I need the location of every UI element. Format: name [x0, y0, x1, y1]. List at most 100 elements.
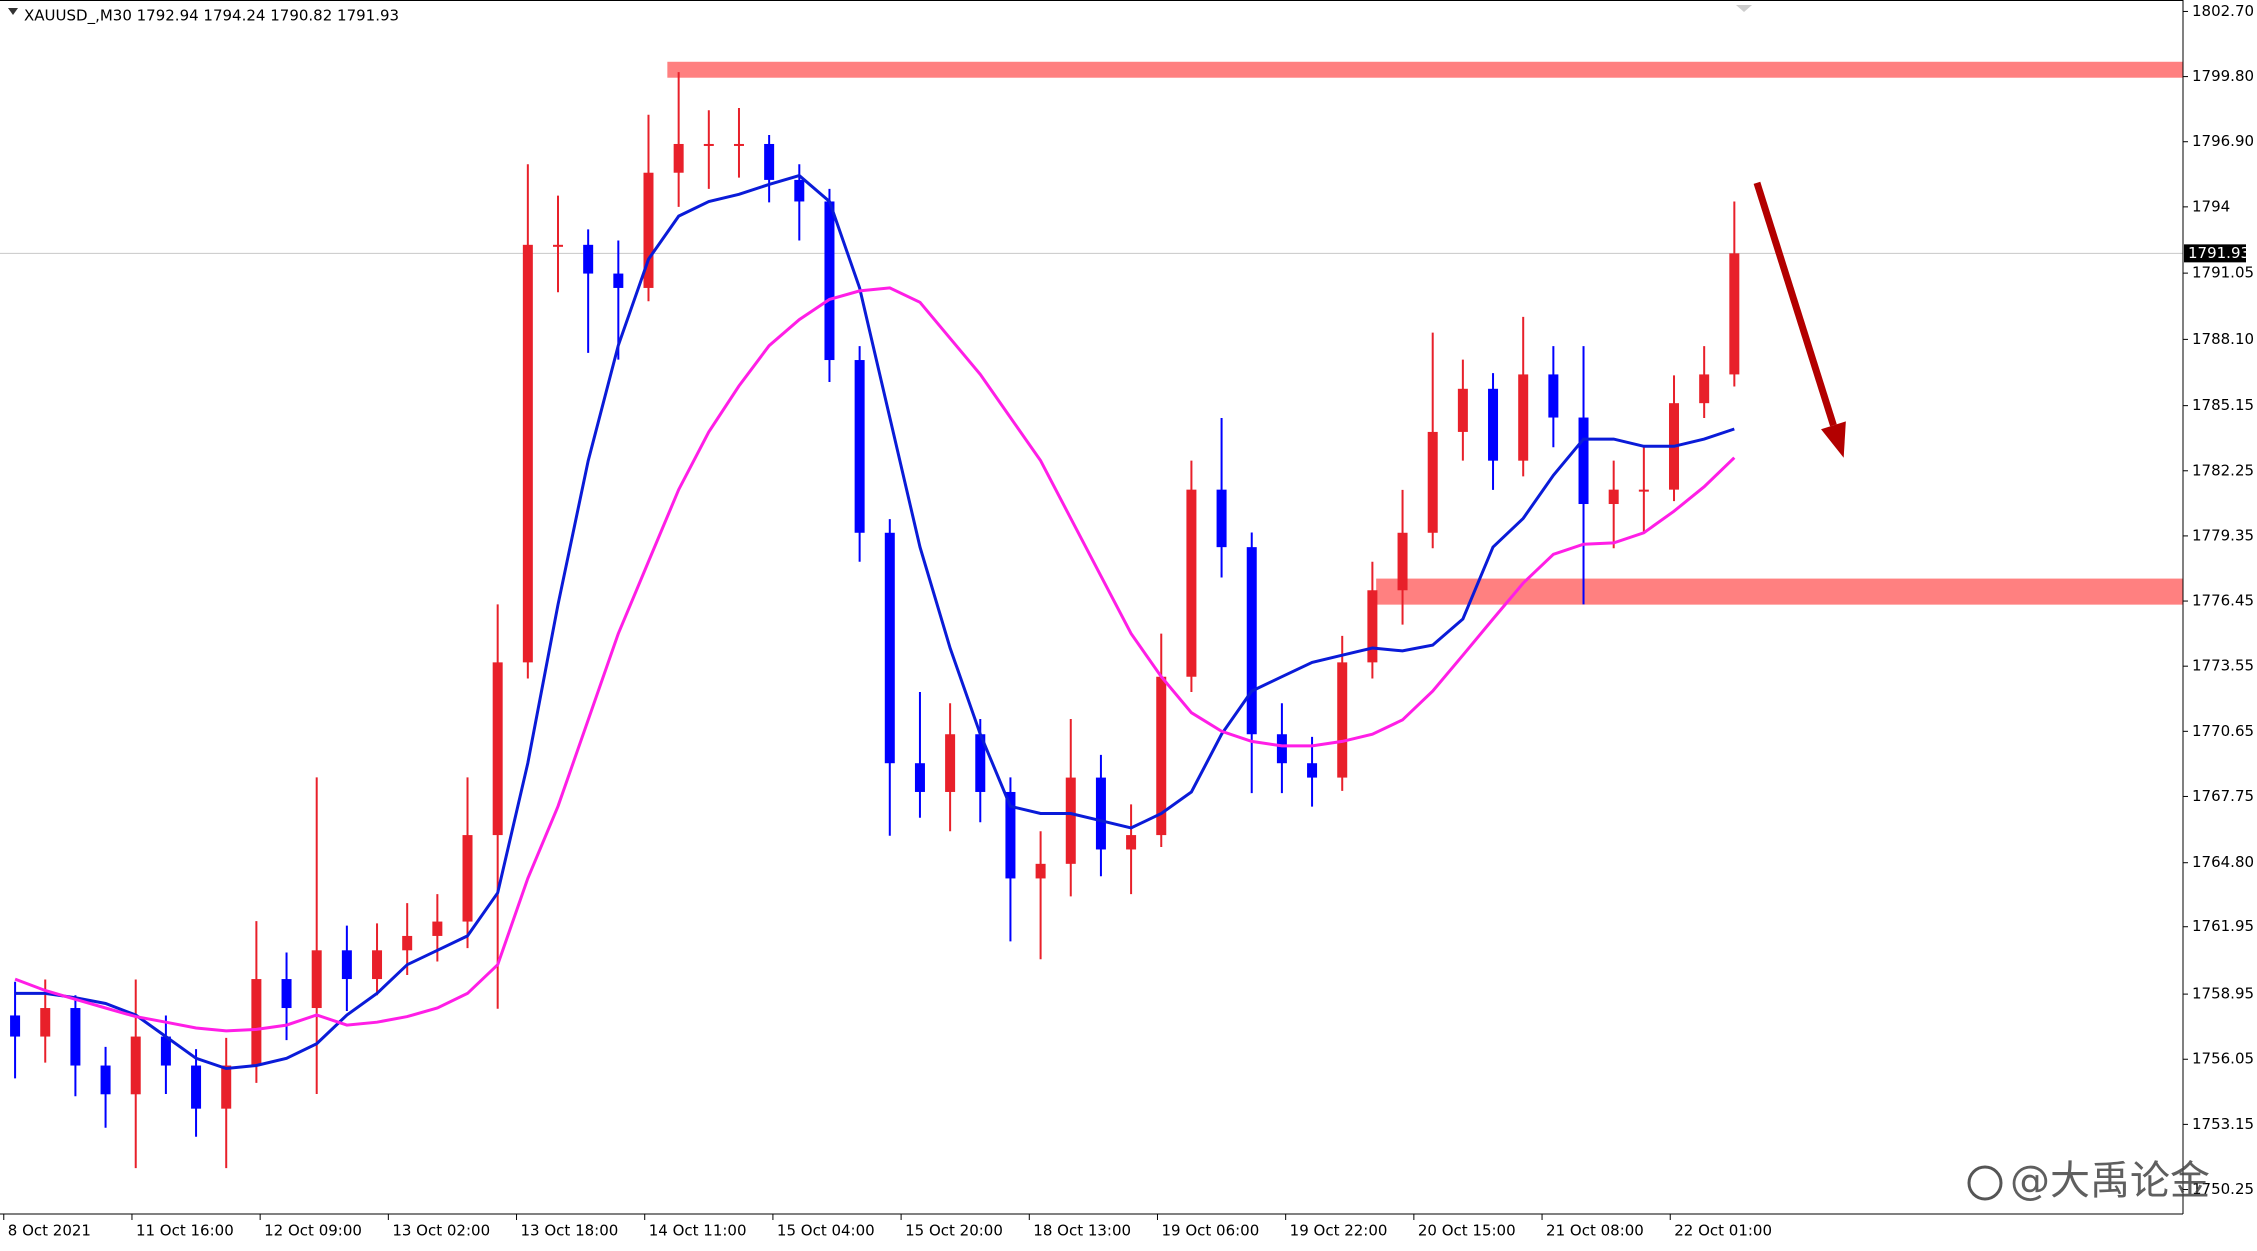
candle-body	[1548, 374, 1559, 418]
candle-body	[1699, 374, 1710, 404]
y-tick-label: 1764.80	[2192, 853, 2254, 871]
candle-body	[733, 143, 744, 146]
arrow-shaft	[1753, 181, 1837, 427]
y-tick-label: 1753.15	[2192, 1115, 2254, 1133]
x-tick-label: 22 Oct 01:00	[1674, 1222, 1772, 1240]
candle-body	[1005, 791, 1016, 879]
candle-body	[341, 950, 352, 980]
candle-body	[1216, 489, 1227, 548]
watermark-text: @大禹论金	[2010, 1158, 2210, 1204]
candle-body	[1397, 532, 1408, 591]
y-tick-label: 1770.65	[2192, 722, 2254, 740]
candle-body	[945, 734, 956, 792]
candle-body	[1638, 489, 1649, 492]
y-tick-label: 1750.25	[2192, 1180, 2254, 1198]
candle-body	[1307, 763, 1318, 778]
candle-body	[1035, 863, 1046, 879]
x-tick-label: 13 Oct 02:00	[392, 1222, 490, 1240]
x-tick-label: 13 Oct 18:00	[521, 1222, 619, 1240]
candle-body	[854, 360, 865, 533]
scroll-marker	[1736, 5, 1752, 12]
candle-body	[1608, 489, 1619, 505]
x-tick-label: 8 Oct 2021	[8, 1222, 91, 1240]
candle-body	[1337, 662, 1348, 778]
candle-body	[553, 244, 564, 247]
candle-body	[160, 1036, 171, 1066]
candle-body	[432, 921, 443, 936]
candle-body	[492, 662, 503, 836]
candle-body	[372, 950, 383, 980]
arrow-head	[1821, 421, 1846, 458]
current-price-box	[2184, 244, 2246, 263]
candle-body	[221, 1065, 232, 1109]
candle-body	[764, 143, 775, 180]
candle-body	[1126, 835, 1137, 850]
x-tick-label: 19 Oct 22:00	[1290, 1222, 1388, 1240]
x-tick-label: 20 Oct 15:00	[1418, 1222, 1516, 1240]
candle-body	[1488, 388, 1499, 461]
candle-body	[1578, 417, 1589, 505]
candle-body	[1457, 388, 1468, 432]
x-tick-label: 18 Oct 13:00	[1033, 1222, 1131, 1240]
candle-body	[673, 143, 684, 173]
x-tick-label: 11 Oct 16:00	[136, 1222, 234, 1240]
candle-body	[583, 244, 594, 274]
candle-body	[40, 1008, 51, 1037]
resistance-zone	[1376, 578, 2183, 605]
resistance-zone	[667, 61, 2183, 78]
x-tick-label: 15 Oct 20:00	[905, 1222, 1003, 1240]
current-price-label: 1791.93	[2188, 244, 2250, 262]
y-tick-label: 1785.15	[2192, 396, 2254, 414]
candle-body	[1246, 547, 1257, 735]
candle-body	[191, 1065, 202, 1109]
candle-body	[643, 172, 654, 288]
candle-body	[1276, 734, 1287, 764]
candle-body	[1095, 777, 1106, 850]
candle-body	[100, 1065, 111, 1095]
watermark: @大禹论金	[1967, 1158, 2210, 1204]
x-tick-label: 14 Oct 11:00	[649, 1222, 747, 1240]
x-tick-label: 15 Oct 04:00	[777, 1222, 875, 1240]
x-tick-label: 21 Oct 08:00	[1546, 1222, 1644, 1240]
y-tick-label: 1791.05	[2192, 264, 2254, 282]
header: XAUUSD_,M30 1792.94 1794.24 1790.82 1791…	[24, 7, 399, 26]
moving-average	[14, 286, 1736, 1033]
x-tick-label: 19 Oct 06:00	[1161, 1222, 1259, 1240]
candle-body	[1156, 676, 1167, 836]
candle-body	[794, 179, 805, 202]
candle-body	[70, 1008, 81, 1066]
candle-body	[281, 979, 292, 1009]
y-tick-label: 1779.35	[2192, 526, 2254, 544]
candle-body	[1427, 431, 1438, 533]
candle-body	[1729, 253, 1740, 375]
menu-triangle	[8, 8, 18, 15]
candle-body	[402, 935, 413, 951]
candle-body	[975, 734, 986, 792]
y-tick-label: 1758.95	[2192, 985, 2254, 1003]
x-tick-label: 12 Oct 09:00	[264, 1222, 362, 1240]
candle-body	[1518, 374, 1529, 461]
candle-body	[884, 532, 895, 764]
candle-body	[1186, 489, 1197, 677]
candle-body	[130, 1036, 141, 1095]
y-tick-label: 1767.75	[2192, 787, 2254, 805]
y-tick-label: 1761.95	[2192, 917, 2254, 935]
candle-body	[824, 201, 835, 361]
candle-body	[311, 950, 322, 1009]
candle-body	[251, 979, 262, 1066]
candle-body	[914, 763, 925, 792]
candle-body	[1367, 590, 1378, 663]
y-tick-label: 1776.45	[2192, 592, 2254, 610]
y-tick-label: 1802.70	[2192, 2, 2254, 20]
candle-body	[613, 273, 624, 288]
y-tick-label: 1773.55	[2192, 657, 2254, 675]
moving-average	[15, 173, 1735, 1071]
candle-body	[1065, 777, 1076, 864]
y-tick-label: 1796.90	[2192, 132, 2254, 150]
candle-body	[10, 1015, 21, 1037]
y-tick-label: 1782.25	[2192, 461, 2254, 479]
watermark-icon	[1967, 1165, 2003, 1201]
